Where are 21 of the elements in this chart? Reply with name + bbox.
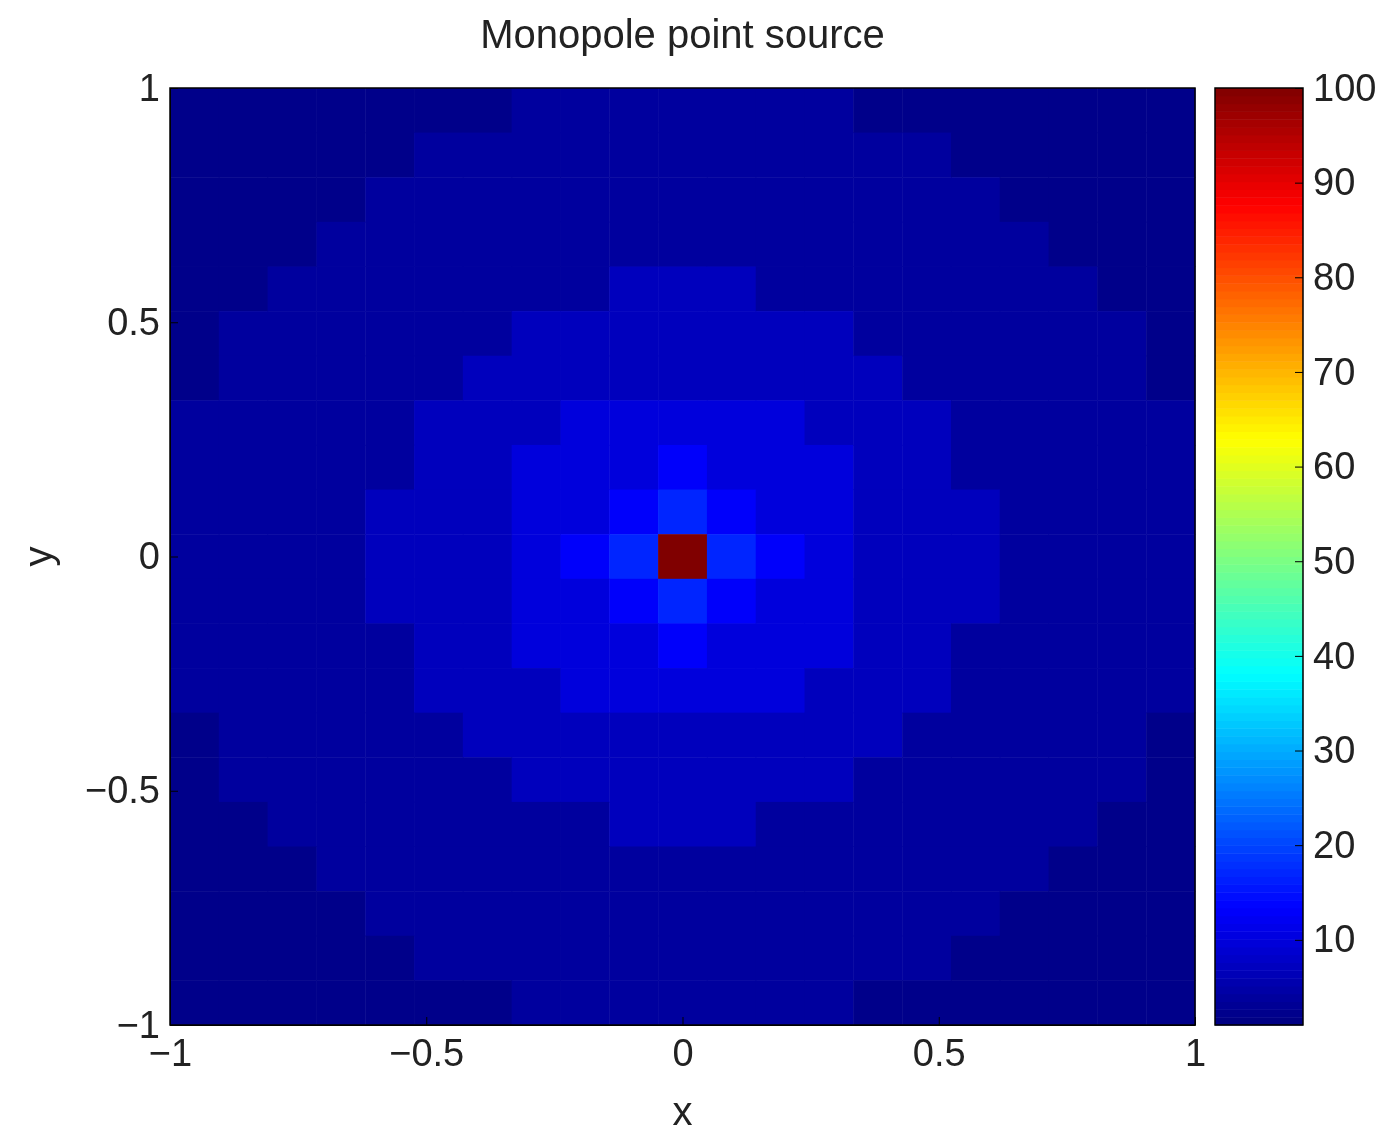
x-tick-label: 0.5 [912, 1031, 966, 1074]
color-bar-label: 10 [1313, 918, 1356, 961]
color-bar-label: 50 [1313, 539, 1356, 582]
color-bar-label: 30 [1313, 729, 1356, 772]
color-bar-label: 80 [1313, 255, 1356, 298]
y-tick-label: 1 [138, 66, 160, 109]
x-tick-label: 1 [1184, 1031, 1207, 1074]
color-bar-label: 90 [1313, 161, 1356, 204]
color-bar-label: 60 [1313, 445, 1356, 488]
y-tick-label: 0 [138, 535, 160, 578]
y-tick-label: −0.5 [84, 769, 160, 812]
color-bar-label: 20 [1313, 823, 1356, 866]
x-tick-label: −0.5 [389, 1031, 465, 1074]
chart-title: Monopole point source [480, 12, 885, 56]
x-axis-title: x [672, 1089, 693, 1131]
color-bar-label: 100 [1313, 66, 1377, 109]
y-axis-title: y [16, 546, 60, 567]
y-tick-label: 0.5 [107, 300, 160, 343]
x-tick-label: 0 [672, 1031, 694, 1074]
color-bar-label: 40 [1313, 634, 1356, 677]
color-bar-label: 70 [1313, 350, 1356, 393]
